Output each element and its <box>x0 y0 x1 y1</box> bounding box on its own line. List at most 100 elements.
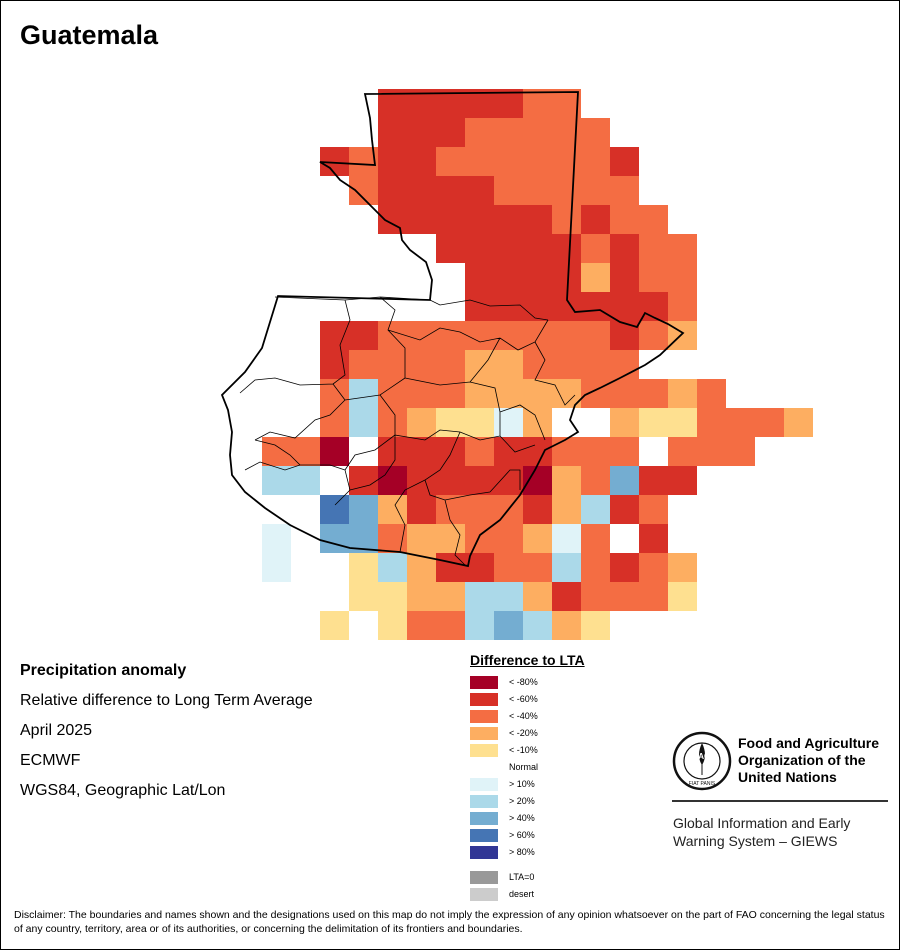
legend-swatch <box>470 829 498 842</box>
anomaly-cell <box>436 524 465 553</box>
fao-name: Food and Agriculture Organization of the… <box>738 735 879 786</box>
anomaly-cell <box>291 495 320 524</box>
anomaly-grid <box>262 89 813 640</box>
anomaly-cell <box>407 321 436 350</box>
legend-label: LTA=0 <box>509 872 535 882</box>
anomaly-cell <box>436 495 465 524</box>
legend-extra: LTA=0 desert <box>470 869 585 903</box>
anomaly-cell <box>465 176 494 205</box>
info-heading: Precipitation anomaly <box>20 662 187 679</box>
anomaly-cell <box>494 118 523 147</box>
anomaly-cell <box>378 205 407 234</box>
anomaly-cell <box>494 582 523 611</box>
anomaly-cell <box>465 147 494 176</box>
anomaly-cell <box>407 176 436 205</box>
info-line-date: April 2025 <box>20 722 93 739</box>
anomaly-cell <box>465 118 494 147</box>
info-line-source: ECMWF <box>20 752 81 769</box>
anomaly-cell <box>581 611 610 640</box>
anomaly-cell <box>465 205 494 234</box>
anomaly-cell <box>552 321 581 350</box>
anomaly-cell <box>581 176 610 205</box>
anomaly-cell <box>639 553 668 582</box>
anomaly-cell <box>349 553 378 582</box>
anomaly-cell <box>436 611 465 640</box>
anomaly-cell <box>610 263 639 292</box>
anomaly-cell <box>465 379 494 408</box>
anomaly-cell <box>523 292 552 321</box>
anomaly-cell <box>552 205 581 234</box>
anomaly-cell <box>610 495 639 524</box>
anomaly-cell <box>581 292 610 321</box>
anomaly-cell <box>610 350 639 379</box>
legend-swatch <box>470 778 498 791</box>
legend-item: Normal <box>470 759 585 776</box>
legend-item: desert <box>470 886 585 903</box>
anomaly-cell <box>436 118 465 147</box>
legend-label: < -20% <box>509 728 538 738</box>
anomaly-cell <box>320 437 349 466</box>
anomaly-cell <box>668 321 697 350</box>
anomaly-cell <box>465 234 494 263</box>
anomaly-cell <box>581 495 610 524</box>
anomaly-cell <box>378 118 407 147</box>
precipitation-anomaly-map <box>220 89 813 640</box>
anomaly-cell <box>697 437 726 466</box>
anomaly-cell <box>349 379 378 408</box>
legend-label: > 20% <box>509 796 535 806</box>
anomaly-cell <box>610 582 639 611</box>
fao-logo-icon: FAO FIAT PANIS <box>672 731 732 791</box>
anomaly-cell <box>291 466 320 495</box>
legend-swatch <box>470 693 498 706</box>
anomaly-cell <box>320 524 349 553</box>
anomaly-cell <box>349 176 378 205</box>
anomaly-cell <box>668 553 697 582</box>
anomaly-cell <box>436 553 465 582</box>
anomaly-cell <box>494 89 523 118</box>
anomaly-cell <box>784 408 813 437</box>
anomaly-cell <box>349 466 378 495</box>
anomaly-cell <box>552 147 581 176</box>
anomaly-cell <box>552 524 581 553</box>
legend-label: > 40% <box>509 813 535 823</box>
legend-item: > 80% <box>470 844 585 861</box>
anomaly-cell <box>407 553 436 582</box>
anomaly-cell <box>610 321 639 350</box>
anomaly-cell <box>320 350 349 379</box>
anomaly-cell <box>494 466 523 495</box>
anomaly-cell <box>697 408 726 437</box>
anomaly-cell <box>726 437 755 466</box>
anomaly-cell <box>581 321 610 350</box>
anomaly-cell <box>349 408 378 437</box>
anomaly-cell <box>378 408 407 437</box>
legend-swatch <box>470 761 498 774</box>
anomaly-cell <box>436 321 465 350</box>
anomaly-cell <box>581 408 610 437</box>
anomaly-cell <box>610 466 639 495</box>
legend-label: < -80% <box>509 677 538 687</box>
anomaly-cell <box>436 350 465 379</box>
anomaly-cell <box>581 437 610 466</box>
legend-swatch <box>470 727 498 740</box>
legend-swatch <box>470 812 498 825</box>
anomaly-cell <box>349 582 378 611</box>
anomaly-cell <box>552 553 581 582</box>
anomaly-cell <box>262 466 291 495</box>
anomaly-cell <box>581 553 610 582</box>
anomaly-cell <box>349 350 378 379</box>
legend-swatch <box>470 888 498 901</box>
legend-swatch <box>470 710 498 723</box>
anomaly-cell <box>639 321 668 350</box>
anomaly-cell <box>610 176 639 205</box>
anomaly-cell <box>581 379 610 408</box>
anomaly-cell <box>610 524 639 553</box>
legend-item: > 40% <box>470 810 585 827</box>
anomaly-cell <box>668 582 697 611</box>
anomaly-cell <box>523 524 552 553</box>
anomaly-cell <box>639 408 668 437</box>
anomaly-cell <box>668 234 697 263</box>
anomaly-cell <box>378 147 407 176</box>
fao-name-line1: Food and Agriculture <box>738 735 880 751</box>
anomaly-cell <box>465 437 494 466</box>
anomaly-cell <box>494 350 523 379</box>
